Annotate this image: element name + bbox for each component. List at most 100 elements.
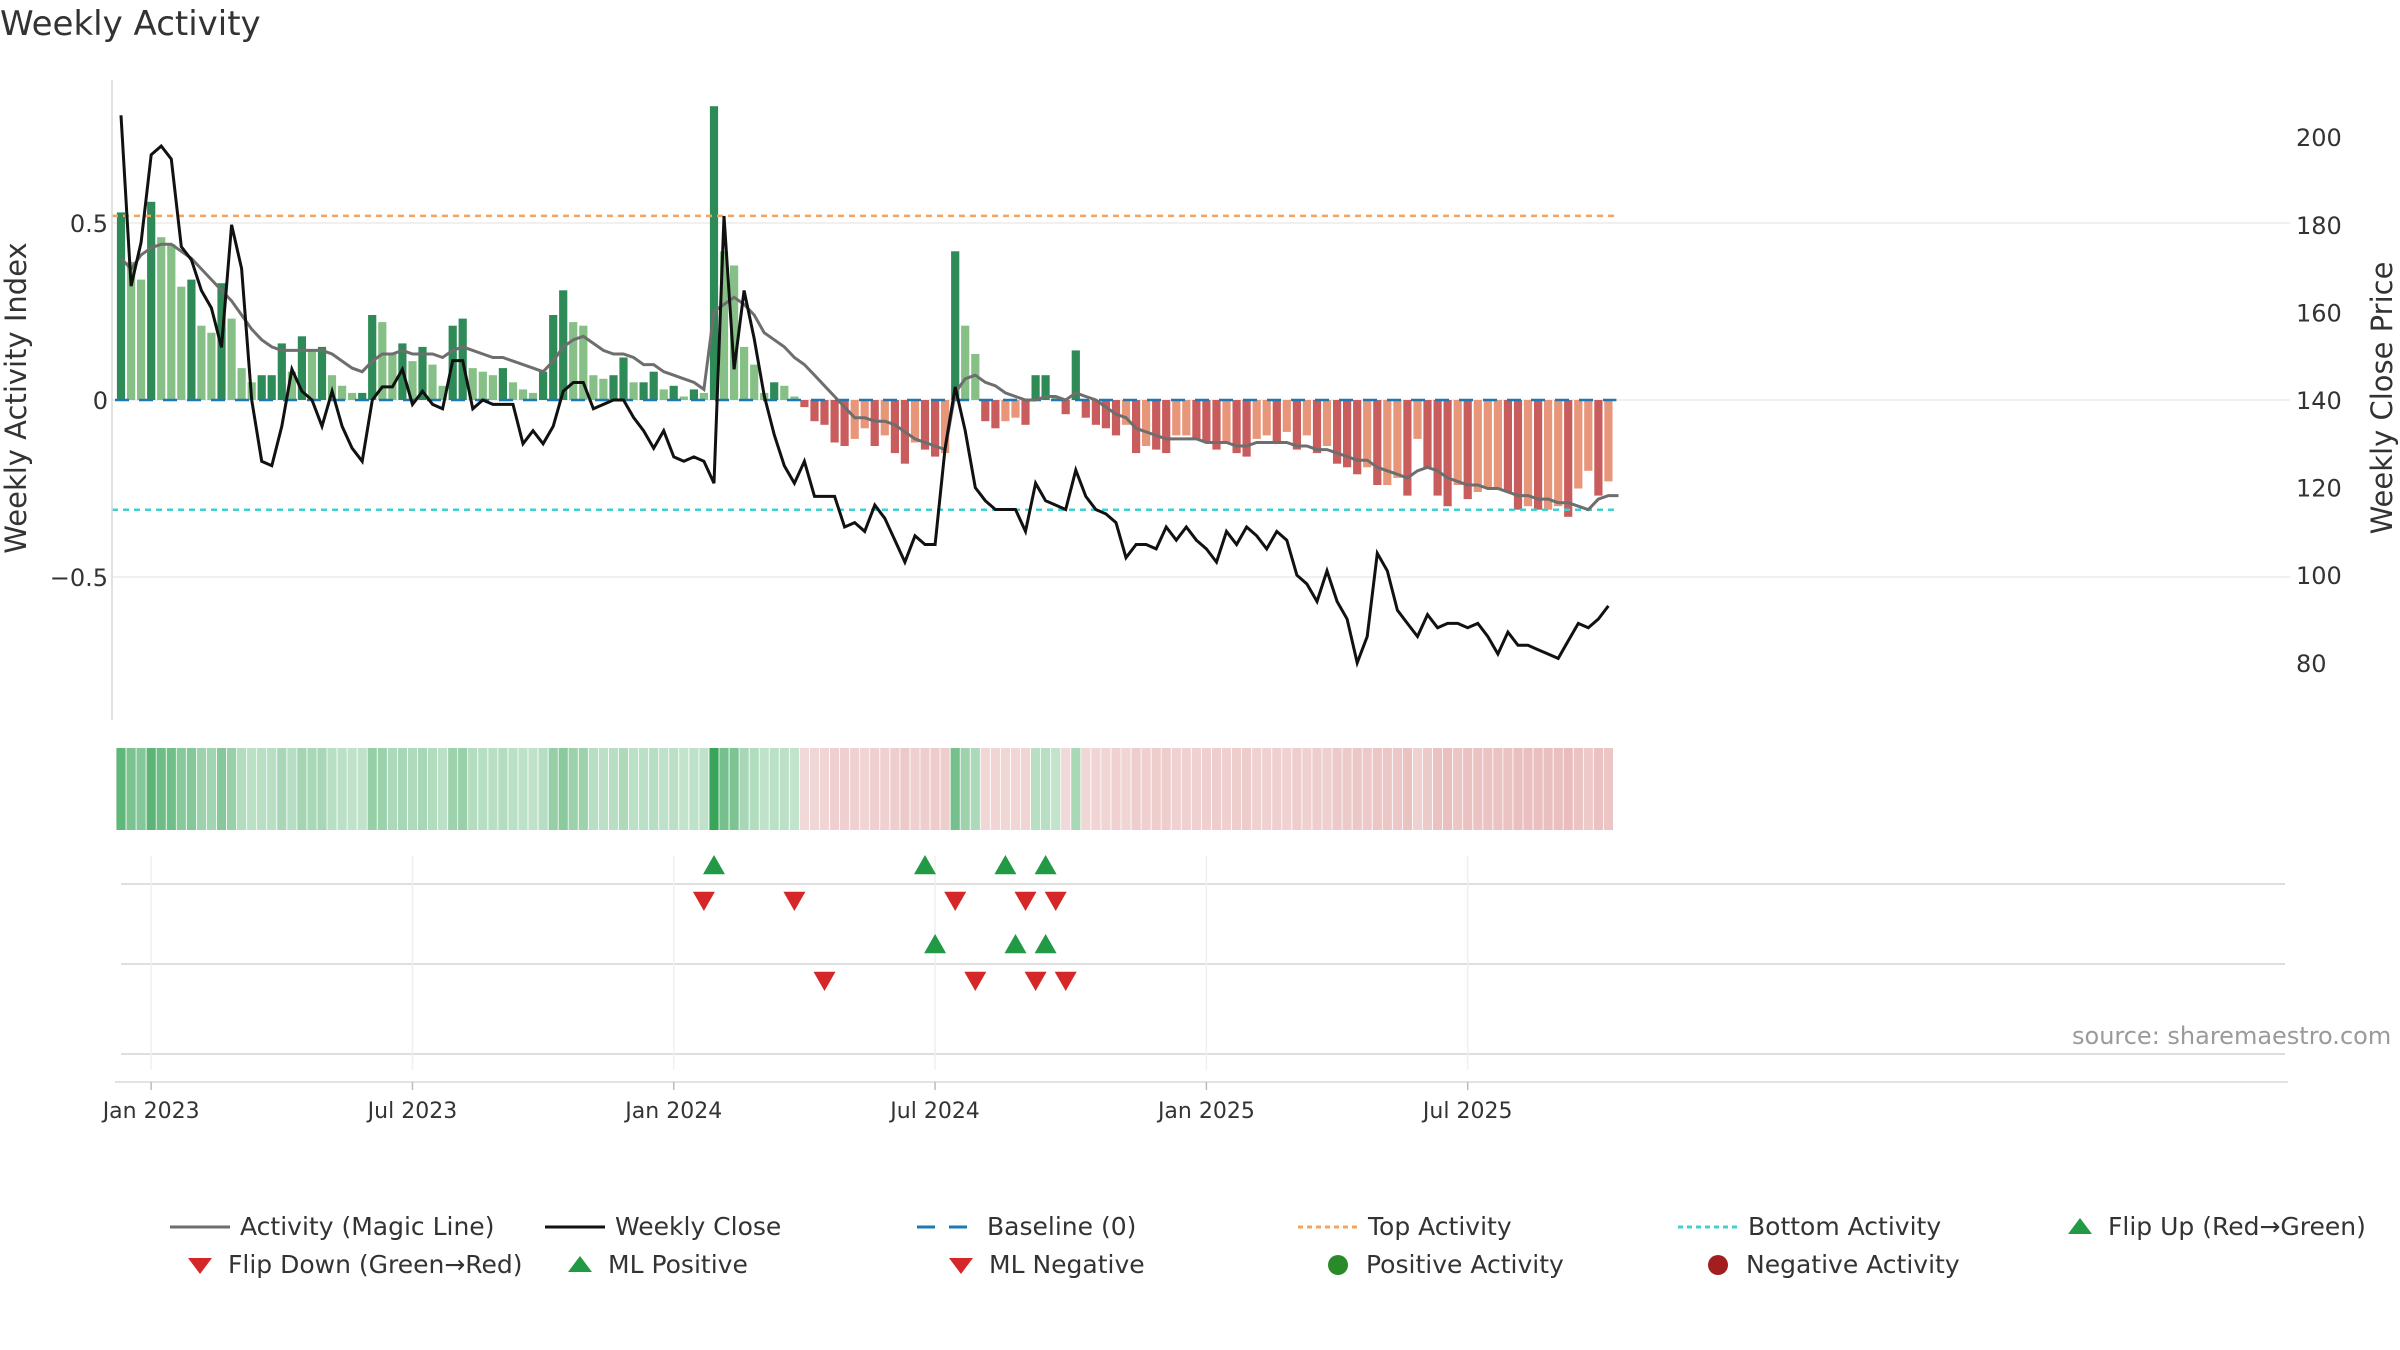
activity-bar: [589, 375, 598, 400]
activity-bar: [820, 400, 829, 425]
activity-bar: [1051, 396, 1060, 400]
activity-bar: [920, 400, 930, 450]
reference-lines: [112, 214, 1617, 511]
activity-bar: [549, 315, 558, 400]
activity-bar: [1071, 350, 1080, 400]
y-tick-label: 0: [93, 387, 108, 415]
strip-cell: [1141, 748, 1151, 830]
strip-cell: [237, 748, 247, 830]
activity-bar: [1534, 400, 1543, 510]
strip-cell: [870, 748, 880, 830]
strip-cell: [809, 748, 820, 830]
activity-bar: [770, 382, 779, 400]
strip-cell: [1453, 748, 1463, 830]
strip-cell: [789, 748, 799, 830]
strip-cell: [528, 748, 538, 830]
legend-ml-positive-icon: [562, 1254, 608, 1276]
activity-bar: [1413, 400, 1422, 439]
strip-cell: [709, 748, 719, 830]
legend-bottom-activity-icon: [1678, 1217, 1748, 1237]
activity-bar: [709, 106, 719, 400]
strip-cell: [136, 748, 146, 830]
strip-cell: [689, 748, 699, 830]
strip-cell: [216, 748, 227, 830]
activity-bar: [981, 400, 990, 422]
strip-cell: [1262, 748, 1272, 830]
strip-cell: [739, 748, 749, 830]
strip-cell: [990, 748, 1000, 830]
strip-cell: [1242, 748, 1252, 830]
strip-cell: [498, 748, 508, 830]
strip-cell: [377, 748, 387, 830]
activity-strip: [116, 748, 1613, 830]
flip-down-marker: [1014, 891, 1037, 911]
activity-bar: [880, 400, 889, 436]
x-tick-label: Jan 2025: [1156, 1099, 1255, 1124]
strip-cell: [1553, 748, 1563, 830]
activity-bar: [780, 385, 789, 400]
strip-cell: [1503, 748, 1513, 830]
activity-bar: [539, 371, 548, 400]
legend-label: Flip Down (Green→Red): [228, 1250, 523, 1279]
y-tick-label: 0.5: [70, 210, 108, 238]
strip-cell: [438, 748, 448, 830]
legend-baseline-icon: [917, 1217, 987, 1237]
strip-cell: [126, 748, 136, 830]
strip-cell: [267, 748, 277, 830]
legend-ml-positive: ML Positive: [562, 1250, 748, 1279]
strip-cell: [920, 748, 930, 830]
activity-bar: [569, 322, 578, 400]
activity-bar: [1574, 400, 1583, 489]
activity-bar: [127, 261, 136, 400]
strip-cell: [759, 748, 769, 830]
strip-cell: [900, 748, 910, 830]
strip-cell: [950, 748, 960, 830]
strip-cell: [1402, 748, 1412, 830]
strip-cell: [769, 748, 779, 830]
strip-cell: [598, 748, 608, 830]
activity-bar: [1463, 400, 1472, 500]
strip-cell: [1372, 748, 1382, 830]
strip-cell: [1473, 748, 1483, 830]
activity-bar: [1594, 400, 1603, 496]
legend-top-activity: Top Activity: [1298, 1212, 1512, 1241]
activity-bar: [518, 389, 528, 400]
x-tick-label: Jul 2024: [888, 1099, 980, 1124]
activity-bar: [498, 368, 507, 400]
strip-cell: [1091, 748, 1101, 830]
strip-cell: [367, 748, 377, 830]
strip-cell: [1031, 748, 1041, 830]
strip-cell: [307, 748, 317, 830]
strip-cell: [1463, 748, 1473, 830]
activity-bar: [338, 385, 347, 400]
activity-bar: [368, 315, 377, 400]
activity-bar: [1031, 375, 1040, 400]
strip-cell: [1232, 748, 1242, 830]
strip-cell: [518, 748, 528, 830]
strip-cell: [699, 748, 709, 830]
activity-bar: [267, 375, 276, 400]
strip-cell: [146, 748, 156, 830]
flip-down-marker: [692, 891, 715, 911]
activity-bar: [1021, 400, 1030, 425]
activity-bar: [1252, 400, 1261, 439]
activity-bar: [1212, 400, 1221, 450]
strip-cell: [287, 748, 297, 830]
strip-cell: [257, 748, 267, 830]
activity-bar: [317, 346, 327, 400]
strip-cell: [618, 748, 629, 830]
activity-bar: [910, 400, 920, 443]
strip-cell: [1523, 748, 1533, 830]
strip-cell: [1342, 748, 1352, 830]
legend: Activity (Magic Line) Weekly Close Baselin…: [150, 1212, 2400, 1292]
activity-bar: [609, 375, 618, 400]
flip-up-marker: [914, 855, 936, 875]
legend-label: ML Positive: [608, 1250, 748, 1279]
activity-bar: [488, 375, 497, 400]
strip-cell: [186, 748, 196, 830]
strip-cell: [1483, 748, 1493, 830]
activity-bar: [227, 318, 236, 400]
strip-cell: [488, 748, 498, 830]
activity-bar: [1373, 400, 1382, 485]
strip-cell: [1302, 748, 1312, 830]
